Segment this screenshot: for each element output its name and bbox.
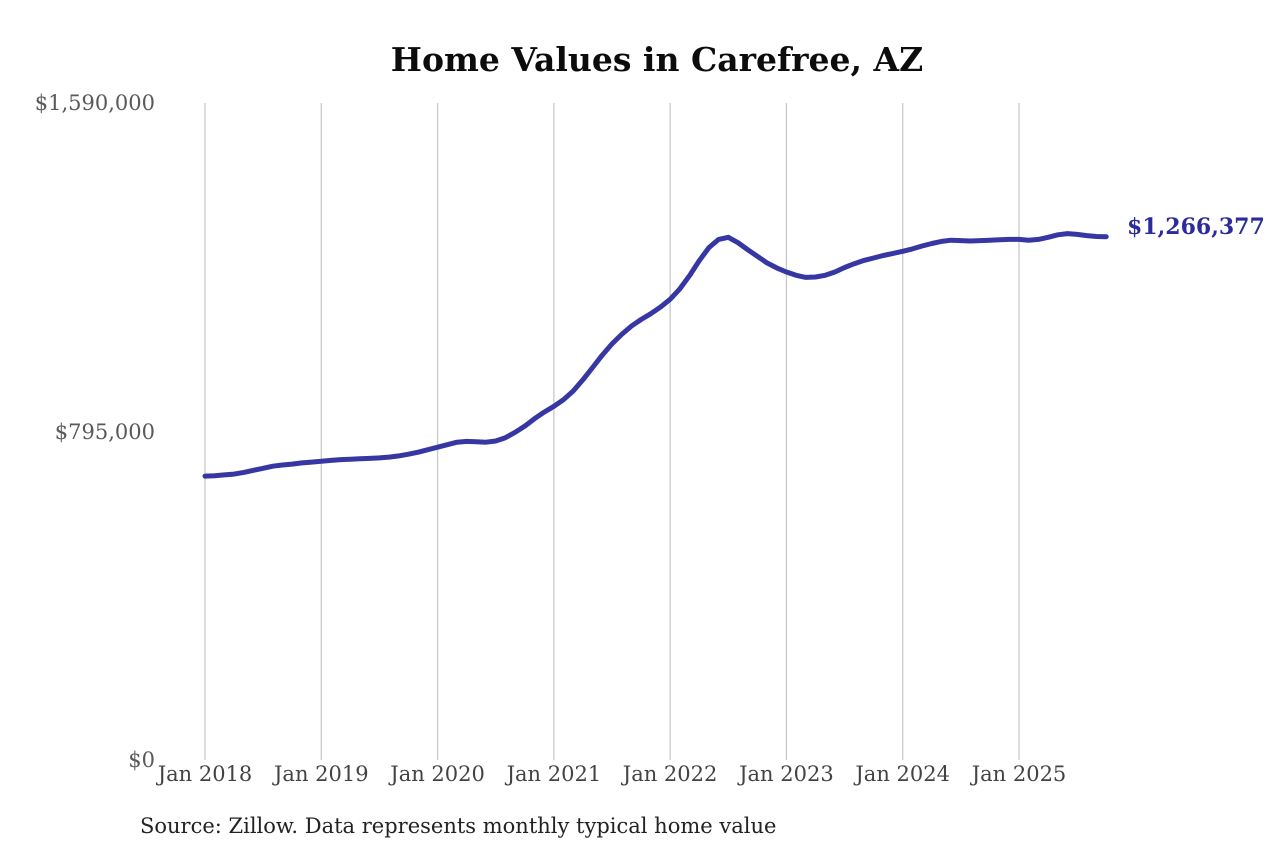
- x-tick-label-2024: Jan 2024: [855, 762, 950, 786]
- latest-value-label: $1,266,377: [1127, 214, 1265, 240]
- y-tick-label-max: $1,590,000: [34, 91, 155, 115]
- x-tick-label-2022: Jan 2022: [622, 762, 718, 786]
- x-tick-label-2021: Jan 2021: [506, 762, 602, 786]
- chart-title: Home Values in Carefree, AZ: [390, 40, 924, 79]
- x-tick-label-2020: Jan 2020: [390, 762, 485, 786]
- y-tick-label-mid: $795,000: [54, 420, 155, 444]
- source-note: Source: Zillow. Data represents monthly …: [140, 814, 777, 838]
- y-tick-label-zero: $0: [128, 748, 155, 772]
- x-tick-label-2023: Jan 2023: [739, 762, 834, 786]
- x-tick-label-2019: Jan 2019: [274, 762, 369, 786]
- home-value-line: [202, 231, 1109, 479]
- x-tick-label-2025: Jan 2025: [971, 762, 1067, 786]
- vertical-gridlines: [204, 103, 1020, 760]
- x-tick-label-2018: Jan 2018: [157, 762, 253, 786]
